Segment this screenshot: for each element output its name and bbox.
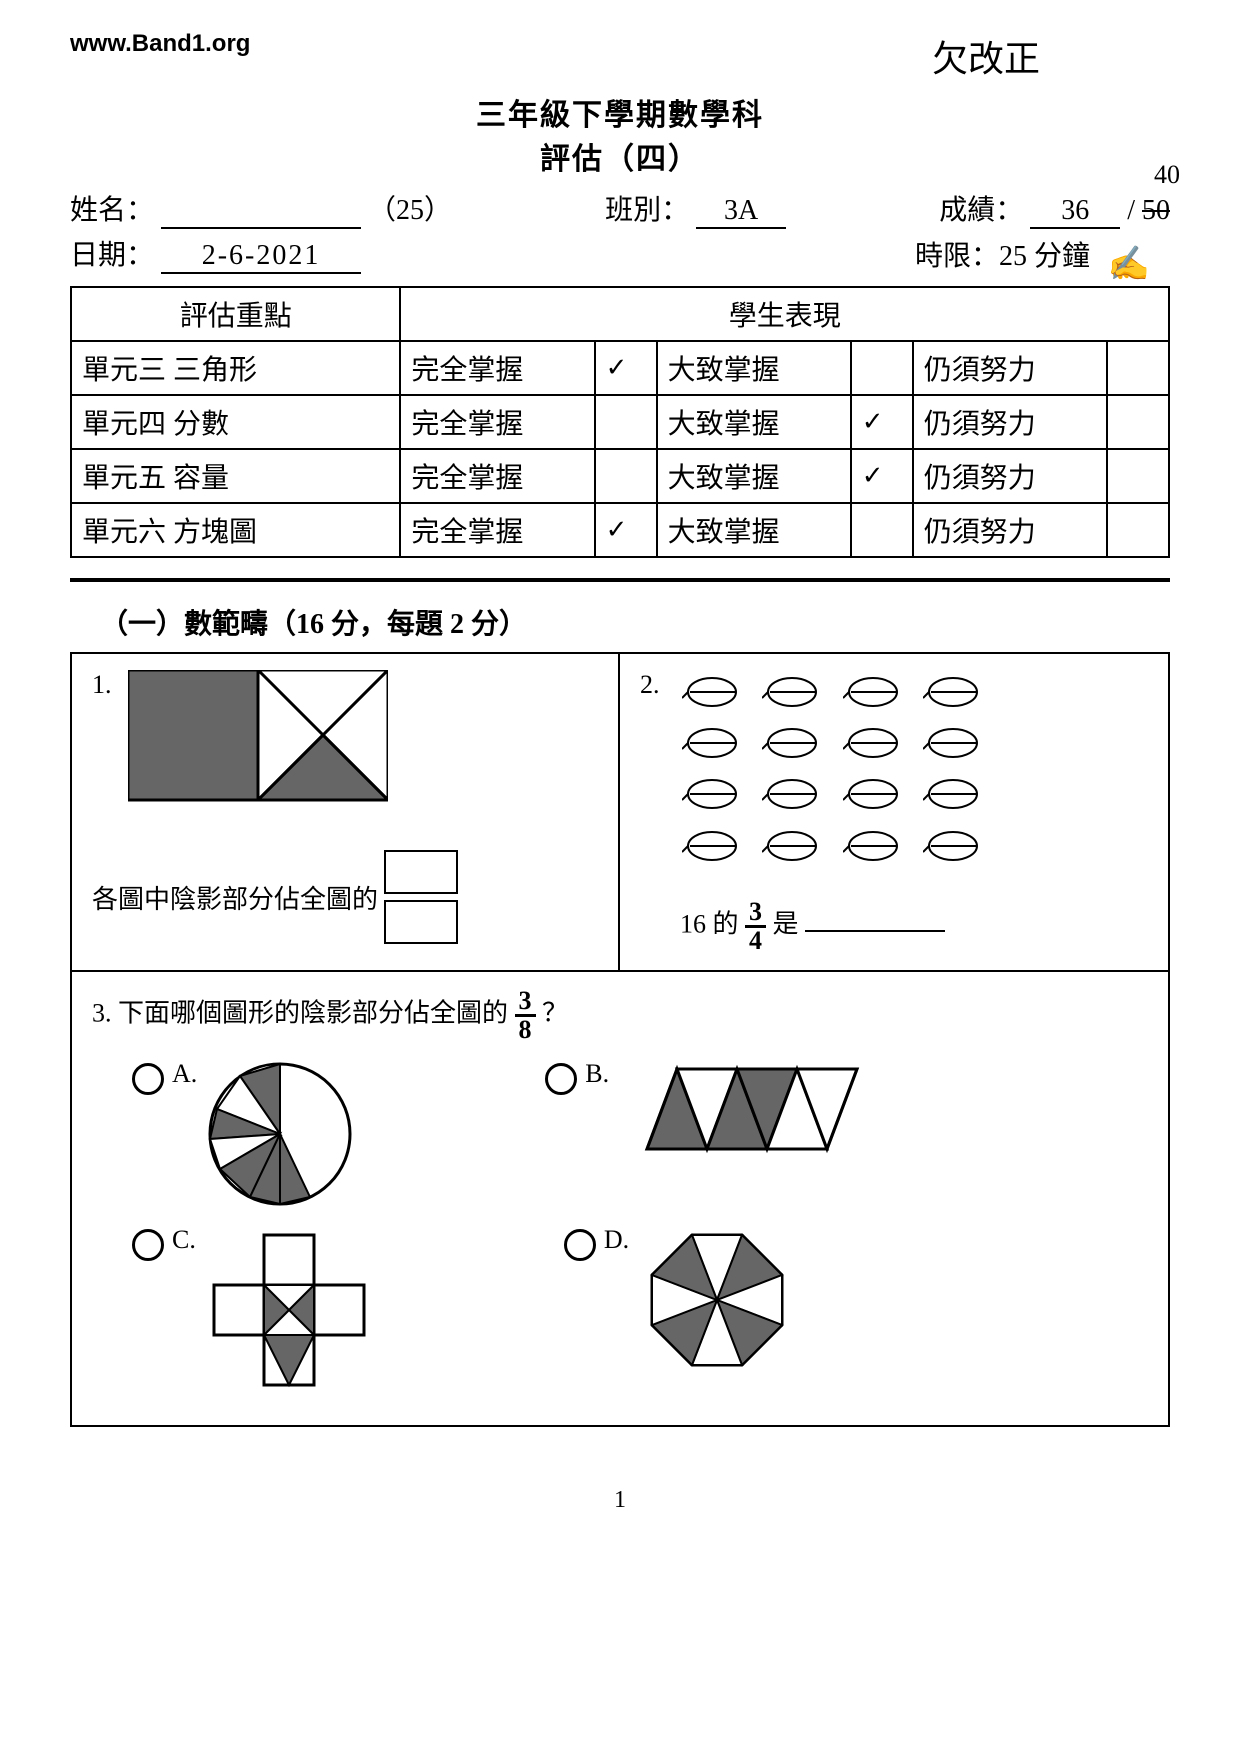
name-label: 姓名： — [70, 195, 154, 226]
bubble-icon — [132, 1229, 164, 1261]
title: 三年級下學期數學科 — [70, 90, 1170, 134]
topic-cell: 單元四 分數 — [71, 395, 400, 449]
q1-figure — [128, 670, 388, 830]
table-row: 單元三 三角形 完全掌握 ✓ 大致掌握 仍須努力 — [71, 341, 1169, 395]
check-cell: ✓ — [595, 341, 657, 395]
q3-text: 下面哪個圖形的陰影部分佔全圖的 — [118, 998, 508, 1027]
score-max-old: 50 — [1142, 195, 1170, 226]
level-cell: 大致掌握 — [657, 449, 851, 503]
teacher-note: 欠改正 — [932, 30, 1040, 82]
section-1-title: （一）數範疇（16 分，每題 2 分） — [100, 602, 1170, 642]
level-cell: 大致掌握 — [657, 395, 851, 449]
level-cell: 仍須努力 — [913, 341, 1107, 395]
class-label: 班別： — [605, 195, 689, 226]
option-c[interactable]: C. — [132, 1225, 374, 1395]
option-a[interactable]: A. — [132, 1059, 355, 1209]
check-cell — [851, 503, 913, 557]
q3-num: 3. — [92, 998, 112, 1027]
q1-num: 1. — [92, 670, 112, 700]
option-d[interactable]: D. — [564, 1225, 797, 1395]
watermark: www.Band1.org — [70, 30, 250, 58]
opt-d-figure — [637, 1225, 797, 1385]
q2-is: 是 — [773, 909, 799, 938]
option-b[interactable]: B. — [545, 1059, 877, 1209]
check-cell — [1107, 449, 1169, 503]
score-max-new: 40 — [1154, 160, 1180, 190]
date-label: 日期： — [70, 240, 154, 271]
q2-count: 16 — [680, 909, 706, 938]
fraction-den: 8 — [515, 1017, 536, 1043]
q2-leaves — [676, 670, 992, 875]
opt-label: C. — [172, 1225, 196, 1255]
level-cell: 仍須努力 — [913, 503, 1107, 557]
table-row: 單元六 方塊圖 完全掌握 ✓ 大致掌握 仍須努力 — [71, 503, 1169, 557]
level-cell: 完全掌握 — [400, 503, 594, 557]
level-cell: 仍須努力 — [913, 395, 1107, 449]
topic-cell: 單元六 方塊圖 — [71, 503, 400, 557]
level-cell: 大致掌握 — [657, 503, 851, 557]
level-cell: 完全掌握 — [400, 341, 594, 395]
opt-b-figure — [617, 1059, 877, 1169]
table-row: 單元五 容量 完全掌握 大致掌握 ✓ 仍須努力 — [71, 449, 1169, 503]
bubble-icon — [545, 1063, 577, 1095]
subtitle: 評估（四） — [70, 134, 1170, 178]
question-1: 1. 各圖中陰影部分佔全圖的 — [72, 654, 620, 970]
date-value: 2-6-2021 — [161, 240, 361, 274]
q1-answer-fraction — [384, 850, 458, 944]
check-cell — [595, 449, 657, 503]
question-3: 3. 下面哪個圖形的陰影部分佔全圖的 3 8 ？ A. — [72, 970, 1168, 1425]
score-slash: / — [1127, 195, 1142, 226]
q2-fraction: 3 4 — [745, 899, 766, 954]
timelimit: 時限：25 分鐘 — [915, 241, 1090, 272]
opt-a-figure — [205, 1059, 355, 1209]
teacher-signature: ✍ — [1108, 244, 1150, 284]
opt-label: A. — [172, 1059, 197, 1089]
questions-box: 1. 各圖中陰影部分佔全圖的 — [70, 652, 1170, 1427]
check-cell: ✓ — [595, 503, 657, 557]
fraction-num: 3 — [745, 899, 766, 928]
topic-cell: 單元五 容量 — [71, 449, 400, 503]
level-cell: 完全掌握 — [400, 395, 594, 449]
score-value: 36 — [1030, 195, 1120, 229]
question-2: 2. — [620, 654, 1168, 970]
q2-answer-blank — [805, 930, 945, 932]
th-focus: 評估重點 — [71, 287, 400, 341]
fraction-num: 3 — [515, 988, 536, 1017]
student-number: （25） — [368, 195, 452, 226]
q2-num: 2. — [640, 670, 660, 700]
fraction-den: 4 — [745, 928, 766, 954]
class-value: 3A — [696, 195, 786, 229]
bubble-icon — [132, 1063, 164, 1095]
level-cell: 大致掌握 — [657, 341, 851, 395]
check-cell: ✓ — [851, 449, 913, 503]
opt-c-figure — [204, 1225, 374, 1395]
level-cell: 仍須努力 — [913, 449, 1107, 503]
check-cell — [595, 395, 657, 449]
th-performance: 學生表現 — [400, 287, 1169, 341]
score-label: 成績： — [939, 195, 1023, 226]
bubble-icon — [564, 1229, 596, 1261]
check-cell — [851, 341, 913, 395]
check-cell — [1107, 503, 1169, 557]
check-cell — [1107, 341, 1169, 395]
check-cell — [1107, 395, 1169, 449]
name-blank — [161, 195, 361, 229]
table-row: 單元四 分數 完全掌握 大致掌握 ✓ 仍須努力 — [71, 395, 1169, 449]
opt-label: B. — [585, 1059, 609, 1089]
topic-cell: 單元三 三角形 — [71, 341, 400, 395]
q2-of: 的 — [713, 909, 739, 938]
opt-label: D. — [604, 1225, 629, 1255]
q3-fraction: 3 8 — [515, 988, 536, 1043]
level-cell: 完全掌握 — [400, 449, 594, 503]
q1-text: 各圖中陰影部分佔全圖的 — [92, 879, 378, 916]
check-cell: ✓ — [851, 395, 913, 449]
assessment-table: 評估重點 學生表現 單元三 三角形 完全掌握 ✓ 大致掌握 仍須努力 單元四 分… — [70, 286, 1170, 558]
q3-qmark: ？ — [542, 998, 568, 1027]
page-number: 1 — [70, 1487, 1170, 1514]
divider — [70, 578, 1170, 582]
